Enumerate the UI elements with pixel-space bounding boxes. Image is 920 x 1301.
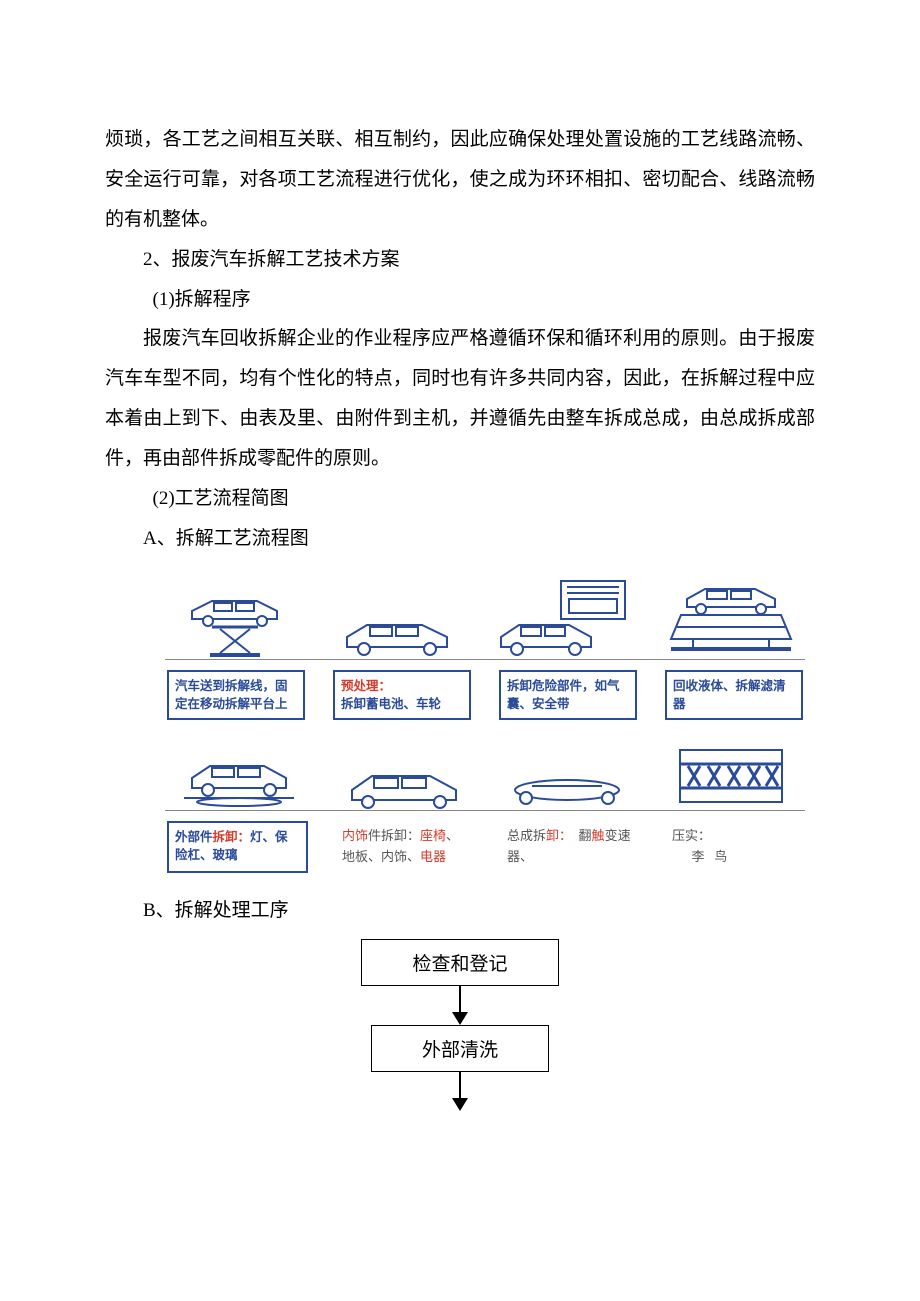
document-page: 烦琐，各工艺之间相互关联、相互制约，因此应确保处理处置设施的工艺线路流畅、安全运… bbox=[0, 0, 920, 1171]
flow-arrow-icon bbox=[452, 1072, 468, 1111]
car-hazard-icon bbox=[491, 577, 631, 659]
diagram-label: 汽车送到拆解线，固定在移动拆解平台上 bbox=[167, 670, 305, 720]
diagram-row-1-labels: 汽车送到拆解线，固定在移动拆解平台上预处理： 拆卸蓄电池、车轮拆卸危险部件，如气… bbox=[165, 670, 805, 720]
heading-2: 2、报废汽车拆解工艺技术方案 bbox=[105, 240, 815, 280]
heading-2-2: (2)工艺流程简图 bbox=[105, 479, 815, 519]
car-on-lift-icon bbox=[171, 587, 303, 659]
paragraph-1: 烦琐，各工艺之间相互关联、相互制约，因此应确保处理处置设施的工艺线路流畅、安全运… bbox=[105, 120, 815, 240]
car-pretreat-icon bbox=[331, 587, 463, 659]
car-compact-icon bbox=[663, 738, 799, 810]
diagram-label: 内饰件拆卸：座椅、地板、内饰、电器 bbox=[336, 821, 473, 873]
heading-2-1: (1)拆解程序 bbox=[105, 280, 815, 320]
diagram-row-2-icons bbox=[165, 738, 805, 811]
diagram-label: 预处理： 拆卸蓄电池、车轮 bbox=[333, 670, 471, 720]
heading-A: A、拆解工艺流程图 bbox=[105, 519, 815, 559]
flow-box-check: 检查和登记 bbox=[361, 939, 558, 986]
paragraph-4: 报废汽车回收拆解企业的作业程序应严格遵循环保和循环利用的原则。由于报废汽车车型不… bbox=[105, 319, 815, 479]
diagram-label: 回收液体、拆解滤清器 bbox=[665, 670, 803, 720]
car-interior-icon bbox=[335, 748, 471, 810]
car-fluid-icon bbox=[659, 577, 799, 659]
heading-B: B、拆解处理工序 bbox=[105, 891, 815, 931]
disassembly-flowchart: 汽车送到拆解线，固定在移动拆解平台上预处理： 拆卸蓄电池、车轮拆卸危险部件，如气… bbox=[165, 577, 805, 873]
diagram-row-2-labels: 外部件拆卸：灯、保险杠、玻璃内饰件拆卸：座椅、地板、内饰、电器总成拆卸： 翻触变… bbox=[165, 821, 805, 873]
diagram-label: 拆卸危险部件，如气囊、安全带 bbox=[499, 670, 637, 720]
flow-box-wash: 外部清洗 bbox=[371, 1025, 549, 1072]
diagram-row-1-icons bbox=[165, 577, 805, 660]
diagram-label: 总成拆卸： 翻触变速器、 bbox=[501, 821, 638, 873]
process-flowchart: 检查和登记 外部清洗 bbox=[105, 939, 815, 1111]
car-exterior-icon bbox=[171, 748, 307, 810]
diagram-label: 外部件拆卸：灯、保险杠、玻璃 bbox=[167, 821, 308, 873]
car-assembly-icon bbox=[499, 748, 635, 810]
diagram-label: 压实： 李 鸟 bbox=[666, 821, 803, 873]
flow-arrow-icon bbox=[452, 986, 468, 1025]
